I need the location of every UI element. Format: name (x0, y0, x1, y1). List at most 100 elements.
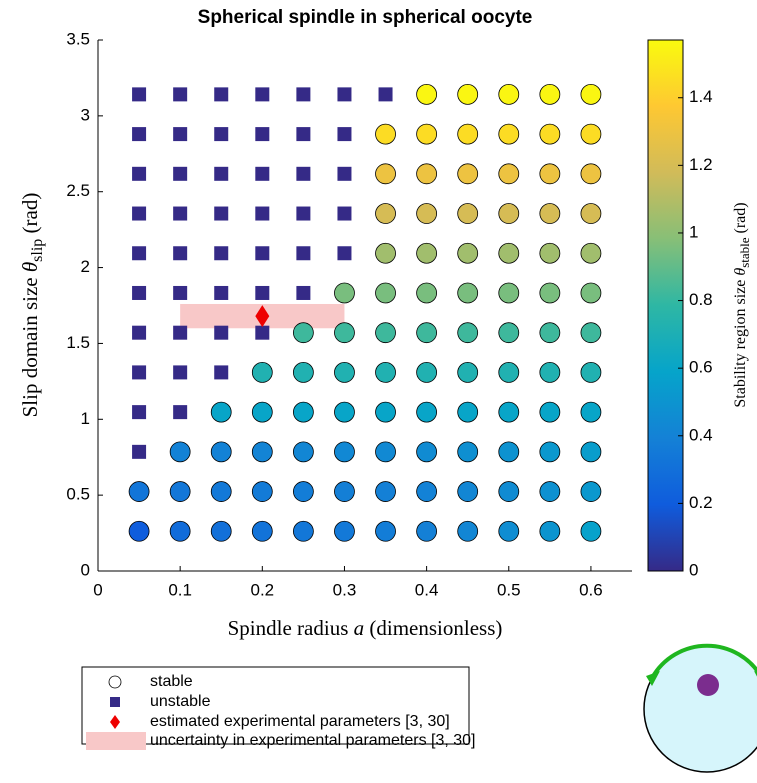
legend-uncertainty-symbol (86, 732, 146, 750)
unstable-point (173, 365, 188, 380)
stable-point (292, 520, 314, 542)
stable-point (580, 163, 602, 185)
stable-point (498, 401, 520, 423)
stable-point (375, 481, 396, 502)
stable-point (580, 441, 602, 463)
stable-point (210, 481, 232, 502)
x-tick-label: 0 (93, 580, 102, 599)
y-tick-label: 1 (81, 409, 90, 428)
stable-point (334, 322, 355, 344)
stable-point (416, 401, 438, 423)
stable-point (539, 83, 561, 105)
legend-label: unstable (150, 693, 211, 710)
legend-estimate-symbol (110, 715, 120, 729)
y-tick-label: 3.5 (66, 29, 90, 48)
unstable-point (214, 285, 229, 300)
unstable-point (132, 325, 147, 340)
unstable-point (337, 127, 352, 142)
unstable-point (296, 285, 311, 300)
legend-label: stable (150, 673, 193, 690)
stable-point (210, 441, 232, 463)
stable-point (457, 242, 479, 264)
stable-point (375, 123, 396, 145)
stable-point (334, 401, 355, 423)
arrow-head (754, 671, 757, 677)
stable-point (457, 401, 479, 423)
inset-diagram (643, 643, 757, 773)
unstable-point (255, 87, 270, 102)
colorbar-label: Stability region size θstable (rad) (732, 202, 752, 407)
y-label-subscript: slip (29, 239, 46, 262)
stable-point (457, 163, 479, 185)
unstable-point (173, 325, 188, 340)
x-axis-label: Spindle radius a (dimensionless) (228, 616, 503, 640)
unstable-point (255, 285, 270, 300)
stable-point (580, 242, 602, 264)
estimate-point (255, 305, 270, 328)
stable-point (108, 675, 122, 689)
unstable-point (214, 365, 229, 380)
stable-point (416, 322, 438, 344)
unstable-point (337, 166, 352, 181)
stable-point (580, 282, 602, 304)
unstable-point (132, 87, 147, 102)
stable-point (498, 441, 520, 463)
stable-point (375, 242, 396, 264)
unstable-point (173, 166, 188, 181)
stable-point (169, 481, 191, 502)
colorbar-tick-label: 0.4 (689, 425, 713, 444)
colorbar-tick-label: 0.8 (689, 290, 713, 309)
stable-point (580, 401, 602, 423)
stable-point (416, 520, 438, 542)
y-tick-label: 1.5 (66, 333, 90, 352)
colorbar-tick-label: 1 (689, 222, 698, 241)
stable-point (457, 322, 479, 344)
unstable-point (132, 206, 147, 221)
unstable-point (132, 285, 147, 300)
unstable-point (255, 166, 270, 181)
y-label-unit: (rad) (18, 193, 42, 234)
stable-point (539, 362, 561, 383)
chart-title: Spherical spindle in spherical oocyte (198, 7, 533, 28)
stable-point (416, 362, 438, 383)
unstable-point (214, 325, 229, 340)
colorbar (647, 39, 684, 572)
stable-point (334, 282, 355, 304)
stable-point (416, 203, 438, 224)
stable-point (457, 203, 479, 224)
stable-point (416, 83, 438, 105)
stable-point (539, 481, 561, 502)
stable-point (457, 481, 479, 502)
stable-point (580, 203, 602, 224)
stable-point (416, 481, 438, 502)
stable-point (580, 123, 602, 145)
unstable-point (132, 365, 147, 380)
colorbar-tick-label: 0.6 (689, 358, 713, 377)
stable-point (539, 163, 561, 185)
stable-point (498, 322, 520, 344)
stable-point (498, 163, 520, 185)
colorbar-label-unit: (rad) (732, 202, 749, 233)
stable-point (498, 481, 520, 502)
unstable-point (296, 87, 311, 102)
unstable-point (132, 127, 147, 142)
stable-point (334, 481, 355, 502)
stable-point (375, 362, 396, 383)
x-label-unit: (dimensionless) (369, 616, 502, 640)
stable-point (128, 481, 150, 502)
unstable-point (296, 246, 311, 261)
stable-point (334, 441, 355, 463)
stable-point (251, 362, 273, 383)
legend-box (81, 666, 470, 745)
stable-point (292, 362, 314, 383)
stable-point (292, 441, 314, 463)
unstable-point (214, 87, 229, 102)
stable-point (580, 481, 602, 502)
spindle (697, 674, 719, 696)
stable-point (416, 242, 438, 264)
unstable-point (110, 697, 120, 707)
stable-point (375, 441, 396, 463)
stable-point (375, 163, 396, 185)
stable-point (539, 123, 561, 145)
